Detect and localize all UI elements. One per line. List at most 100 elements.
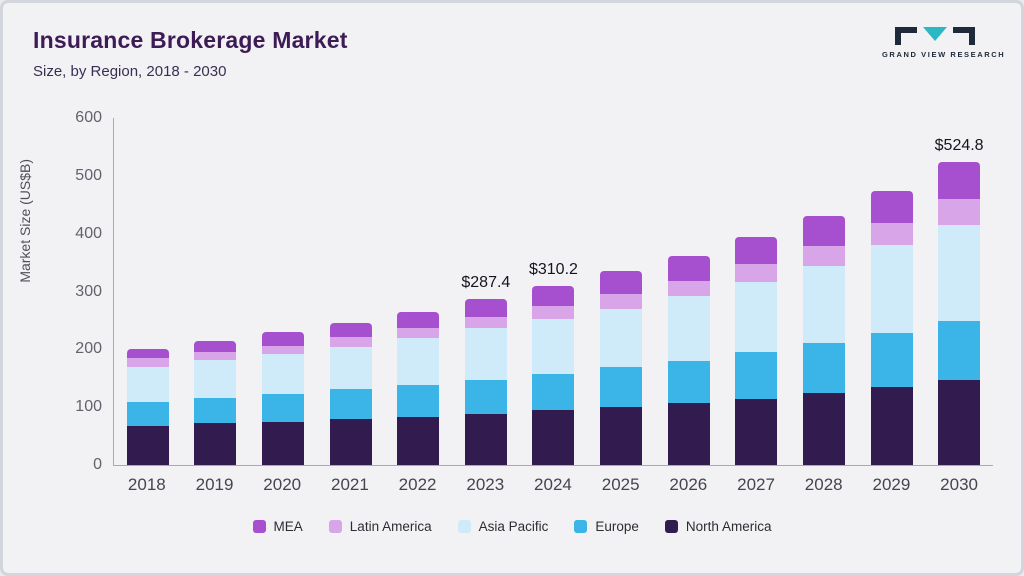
x-axis-label: 2028 xyxy=(804,475,843,494)
bar-stack-2028 xyxy=(802,215,845,465)
bar-segment-europe xyxy=(194,397,237,424)
legend-swatch-icon xyxy=(252,520,266,533)
bar-segment-north-america xyxy=(262,421,305,465)
bar-segment-mea xyxy=(532,286,575,307)
bar-stack-2026 xyxy=(667,255,710,465)
gvr-logo-text: GRAND VIEW RESEARCH xyxy=(882,50,1006,59)
bar-segment-north-america xyxy=(397,416,440,465)
chart-area: Market Size (US$B) 0 100 200 300 400 500 600 $2… xyxy=(17,109,993,473)
legend-swatch-icon xyxy=(664,520,678,533)
bar-segment-europe xyxy=(397,384,440,417)
y-axis-title: Market Size (US$B) xyxy=(17,158,33,283)
bar-stack-2029 xyxy=(870,191,913,465)
bar-segment-asia-pacific xyxy=(397,338,440,385)
x-axis-label: 2024 xyxy=(534,475,572,494)
legend-item-mea: MEA xyxy=(252,519,303,534)
x-axis-label: 2025 xyxy=(601,475,640,494)
bar-segment-north-america xyxy=(667,402,710,465)
bar-stack-2030 xyxy=(938,162,981,465)
bar-value-annotation: $524.8 xyxy=(934,137,984,155)
bar-segment-north-america xyxy=(329,419,372,465)
bar-segment-europe xyxy=(870,332,913,388)
bar-stack-2020 xyxy=(262,332,305,465)
bar-stack-2025 xyxy=(600,271,643,465)
y-tick-label: 0 xyxy=(93,456,102,473)
bar-stack-2021 xyxy=(329,322,372,465)
bar-segment-asia-pacific xyxy=(194,360,237,398)
y-tick-label: 100 xyxy=(75,398,102,416)
bar-stack-2018 xyxy=(126,348,169,465)
chart-legend: MEA Latin America Asia Pacific Europe North … xyxy=(3,519,1021,534)
bar-segment-mea xyxy=(735,236,778,265)
chart-subtitle: Size, by Region, 2018 - 2030 xyxy=(33,63,227,80)
bar-group-2020 xyxy=(249,118,317,465)
bar-segment-north-america xyxy=(464,413,507,465)
bar-group-2021 xyxy=(317,118,385,465)
bar-segment-mea xyxy=(194,341,237,353)
bar-segment-europe xyxy=(532,373,575,411)
bar-group-2028 xyxy=(790,118,858,465)
bar-segment-mea xyxy=(126,348,169,359)
bar-segment-europe xyxy=(667,360,710,403)
y-tick-label: 400 xyxy=(75,224,102,242)
bar-segment-europe xyxy=(329,389,372,420)
legend-swatch-icon xyxy=(457,520,471,533)
x-axis-label: 2029 xyxy=(872,475,911,494)
x-axis-label: 2023 xyxy=(466,475,505,494)
bar-segment-latin-america xyxy=(194,352,237,361)
bar-segment-mea xyxy=(802,215,845,246)
bar-segment-asia-pacific xyxy=(735,281,778,352)
bar-segment-europe xyxy=(126,401,169,426)
bar-segment-latin-america xyxy=(870,223,913,246)
bar-segment-asia-pacific xyxy=(938,224,981,321)
grand-view-research-logo: GRAND VIEW RESEARCH xyxy=(882,25,1006,59)
legend-label: Europe xyxy=(595,519,639,534)
bar-segment-mea xyxy=(600,271,643,295)
bar-segment-latin-america xyxy=(938,198,981,225)
legend-label: Asia Pacific xyxy=(478,519,549,534)
bar-segment-asia-pacific xyxy=(870,245,913,333)
bar-group-2027 xyxy=(722,118,790,465)
x-axis-label: 2030 xyxy=(940,475,978,494)
bar-segment-latin-america xyxy=(802,245,845,267)
bar-stack-2027 xyxy=(735,236,778,465)
y-tick-label: 600 xyxy=(75,109,102,126)
bar-segment-asia-pacific xyxy=(329,346,372,390)
bar-segment-mea xyxy=(938,162,981,199)
bar-segment-latin-america xyxy=(126,358,169,367)
bar-segment-asia-pacific xyxy=(262,354,305,395)
bar-segment-asia-pacific xyxy=(600,309,643,367)
y-tick-label: 200 xyxy=(75,340,102,358)
bar-stack-2023 xyxy=(464,299,507,465)
bar-value-annotation: $310.2 xyxy=(528,261,578,279)
bar-stack-2024 xyxy=(532,286,575,465)
x-axis-label: 2026 xyxy=(669,475,708,494)
bar-segment-europe xyxy=(802,343,845,393)
bar-segment-asia-pacific xyxy=(667,296,710,361)
bar-segment-mea xyxy=(397,311,440,328)
bar-segment-latin-america xyxy=(735,264,778,282)
bar-stack-2022 xyxy=(397,311,440,465)
x-axis-labels: 2018 2019 2020 2021 2022 2023 2024 2025 2026 2027… xyxy=(113,475,993,495)
bar-segment-north-america xyxy=(802,392,845,465)
bar-segment-north-america xyxy=(735,398,778,465)
bar-segment-mea xyxy=(464,299,507,318)
bar-segment-mea xyxy=(667,255,710,281)
bar-segment-mea xyxy=(870,191,913,224)
bar-group-2023: $287.4 xyxy=(452,118,520,465)
bar-group-2029 xyxy=(858,118,926,465)
bar-group-2022 xyxy=(384,118,452,465)
chart-header: Insurance Brokerage Market Size, by Regi… xyxy=(33,27,348,80)
legend-item-north-america: North America xyxy=(664,519,771,534)
bar-segment-latin-america xyxy=(262,345,305,355)
bar-segment-north-america xyxy=(600,407,643,465)
bar-segment-north-america xyxy=(194,423,237,465)
y-tick-label: 300 xyxy=(75,282,102,300)
bar-segment-asia-pacific xyxy=(464,328,507,380)
legend-label: MEA xyxy=(273,519,303,534)
bar-segment-north-america xyxy=(126,425,169,465)
bar-group-2026 xyxy=(655,118,723,465)
legend-item-europe: Europe xyxy=(574,519,639,534)
legend-swatch-icon xyxy=(574,520,588,533)
bar-segment-mea xyxy=(262,332,305,346)
